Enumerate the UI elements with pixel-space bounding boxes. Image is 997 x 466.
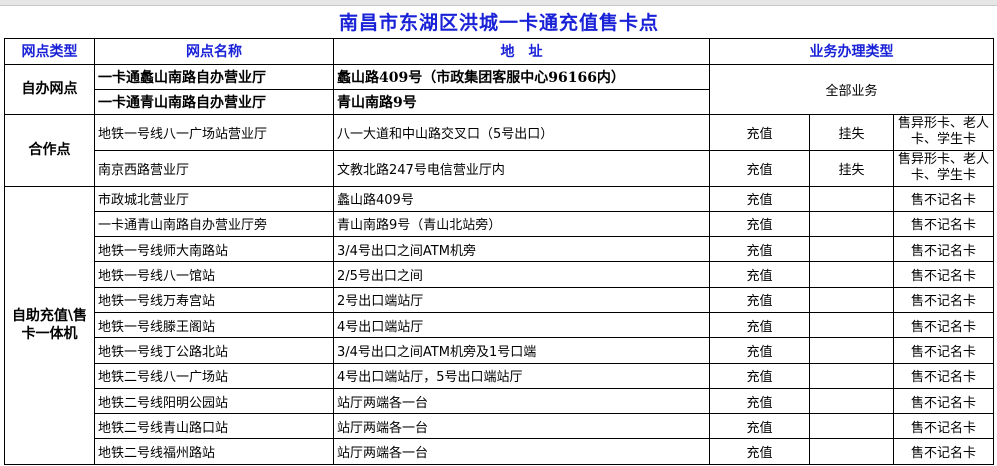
point-name: 地铁一号线丁公路北站 bbox=[94, 337, 334, 364]
point-address: 4号出口端站厅 bbox=[333, 311, 710, 339]
business-recharge: 充值 bbox=[709, 113, 810, 151]
business-report-loss: 挂失 bbox=[809, 149, 894, 187]
business-recharge: 充值 bbox=[709, 413, 810, 440]
point-address: 蠡山路409号（市政集团客服中心96166内） bbox=[333, 63, 710, 90]
business-report-loss bbox=[809, 438, 894, 465]
business-report-loss bbox=[809, 311, 894, 339]
table-row: 地铁二号线八一广场站 4号出口端站厅，5号出口端站厅 充值 售不记名卡 bbox=[5, 362, 994, 389]
business-report-loss bbox=[809, 236, 894, 263]
table-row: 南京西路营业厅 文教北路247号电信营业厅内 充值 挂失 售异形卡、老人卡、学生卡 bbox=[5, 149, 994, 187]
point-name: 地铁一号线八一馆站 bbox=[94, 261, 334, 288]
point-name: 地铁二号线福州路站 bbox=[94, 438, 334, 465]
point-name: 地铁二号线青山路口站 bbox=[94, 413, 334, 440]
business-card-sale: 售不记名卡 bbox=[893, 438, 994, 465]
service-points-table: 南昌市东湖区洪城一卡通充值售卡点 网点类型 网点名称 地 址 业务办理类型 自办… bbox=[4, 5, 994, 465]
business-recharge: 充值 bbox=[709, 362, 810, 389]
point-name: 南京西路营业厅 bbox=[94, 149, 334, 187]
business-card-sale: 售不记名卡 bbox=[893, 413, 994, 440]
business-recharge: 充值 bbox=[709, 210, 810, 238]
point-name: 地铁一号线滕王阁站 bbox=[94, 311, 334, 339]
table-row: 一卡通青山南路自办营业厅 青山南路9号 bbox=[5, 88, 994, 115]
point-name: 地铁一号线万寿宫站 bbox=[94, 286, 334, 313]
business-card-sale: 售不记名卡 bbox=[893, 286, 994, 313]
header-name: 网点名称 bbox=[94, 37, 334, 65]
point-name: 一卡通青山南路自办营业厅 bbox=[94, 88, 334, 115]
table-row: 地铁二号线青山路口站 站厅两端各一台 充值 售不记名卡 bbox=[5, 413, 994, 440]
group-type-partner: 合作点 bbox=[4, 113, 95, 187]
table-row: 一卡通青山南路自办营业厅旁 青山南路9号（青山北站旁） 充值 售不记名卡 bbox=[5, 210, 994, 238]
point-address: 站厅两端各一台 bbox=[333, 438, 710, 465]
business-recharge: 充值 bbox=[709, 286, 810, 313]
business-all: 全部业务 bbox=[709, 63, 994, 115]
table-row: 地铁一号线万寿宫站 2号出口端站厅 充值 售不记名卡 bbox=[5, 286, 994, 313]
point-address: 青山南路9号 bbox=[333, 88, 710, 115]
table-row: 地铁二号线阳明公园站 站厅两端各一台 充值 售不记名卡 bbox=[5, 387, 994, 415]
business-report-loss bbox=[809, 210, 894, 238]
header-address: 地 址 bbox=[333, 37, 710, 65]
business-recharge: 充值 bbox=[709, 438, 810, 465]
business-card-sale: 售异形卡、老人卡、学生卡 bbox=[893, 149, 994, 187]
table-row: 地铁一号线八一馆站 2/5号出口之间 充值 售不记名卡 bbox=[5, 261, 994, 288]
business-recharge: 充值 bbox=[709, 236, 810, 263]
point-address: 3/4号出口之间ATM机旁 bbox=[333, 236, 710, 263]
point-name: 地铁一号线师大南路站 bbox=[94, 236, 334, 263]
point-name: 一卡通蠡山南路自办营业厅 bbox=[94, 63, 334, 90]
business-card-sale: 售不记名卡 bbox=[893, 387, 994, 415]
group-type-self-office: 自办网点 bbox=[4, 63, 95, 115]
point-address: 站厅两端各一台 bbox=[333, 387, 710, 415]
header-type: 网点类型 bbox=[4, 37, 95, 65]
point-address: 4号出口端站厅，5号出口端站厅 bbox=[333, 362, 710, 389]
point-name: 一卡通青山南路自办营业厅旁 bbox=[94, 210, 334, 238]
header-row: 网点类型 网点名称 地 址 业务办理类型 bbox=[4, 37, 994, 65]
business-recharge: 充值 bbox=[709, 261, 810, 288]
business-card-sale: 售异形卡、老人卡、学生卡 bbox=[893, 113, 994, 151]
business-recharge: 充值 bbox=[709, 337, 810, 364]
business-report-loss bbox=[809, 261, 894, 288]
page-title: 南昌市东湖区洪城一卡通充值售卡点 bbox=[4, 5, 994, 39]
business-card-sale: 售不记名卡 bbox=[893, 261, 994, 288]
point-address: 2/5号出口之间 bbox=[333, 261, 710, 288]
business-recharge: 充值 bbox=[709, 149, 810, 187]
title-row: 南昌市东湖区洪城一卡通充值售卡点 bbox=[4, 5, 994, 39]
point-address: 蠡山路409号 bbox=[333, 185, 710, 212]
header-business: 业务办理类型 bbox=[709, 37, 994, 65]
business-card-sale: 售不记名卡 bbox=[893, 185, 994, 212]
business-report-loss: 挂失 bbox=[809, 113, 894, 151]
point-name: 地铁二号线八一广场站 bbox=[94, 362, 334, 389]
business-recharge: 充值 bbox=[709, 185, 810, 212]
point-name: 市政城北营业厅 bbox=[94, 185, 334, 212]
business-card-sale: 售不记名卡 bbox=[893, 311, 994, 339]
point-name: 地铁一号线八一广场站营业厅 bbox=[94, 113, 334, 151]
business-report-loss bbox=[809, 413, 894, 440]
point-address: 2号出口端站厅 bbox=[333, 286, 710, 313]
table-row: 地铁一号线师大南路站 3/4号出口之间ATM机旁 充值 售不记名卡 bbox=[5, 236, 994, 263]
business-recharge: 充值 bbox=[709, 387, 810, 415]
point-address: 站厅两端各一台 bbox=[333, 413, 710, 440]
table-row: 合作点 地铁一号线八一广场站营业厅 八一大道和中山路交叉口（5号出口） 充值 挂失 售异形… bbox=[4, 113, 994, 187]
business-report-loss bbox=[809, 185, 894, 212]
business-report-loss bbox=[809, 387, 894, 415]
business-report-loss bbox=[809, 286, 894, 313]
point-address: 文教北路247号电信营业厅内 bbox=[333, 149, 710, 187]
point-address: 八一大道和中山路交叉口（5号出口） bbox=[333, 113, 710, 151]
business-card-sale: 售不记名卡 bbox=[893, 236, 994, 263]
business-card-sale: 售不记名卡 bbox=[893, 210, 994, 238]
business-card-sale: 售不记名卡 bbox=[893, 337, 994, 364]
business-card-sale: 售不记名卡 bbox=[893, 362, 994, 389]
group-type-machines: 自助充值\售卡一体机 bbox=[4, 185, 95, 465]
point-address: 青山南路9号（青山北站旁） bbox=[333, 210, 710, 238]
table-row: 自办网点 一卡通蠡山南路自办营业厅 蠡山路409号（市政集团客服中心96166内… bbox=[4, 63, 994, 115]
point-address: 3/4号出口之间ATM机旁及1号口端 bbox=[333, 337, 710, 364]
table-row: 地铁一号线滕王阁站 4号出口端站厅 充值 售不记名卡 bbox=[5, 311, 994, 339]
business-report-loss bbox=[809, 337, 894, 364]
point-name: 地铁二号线阳明公园站 bbox=[94, 387, 334, 415]
business-recharge: 充值 bbox=[709, 311, 810, 339]
table-row: 地铁一号线丁公路北站 3/4号出口之间ATM机旁及1号口端 充值 售不记名卡 bbox=[5, 337, 994, 364]
table-row: 自助充值\售卡一体机 市政城北营业厅 蠡山路409号 充值 售不记名卡 bbox=[4, 185, 994, 465]
business-report-loss bbox=[809, 362, 894, 389]
table-row: 地铁二号线福州路站 站厅两端各一台 充值 售不记名卡 bbox=[5, 438, 994, 465]
